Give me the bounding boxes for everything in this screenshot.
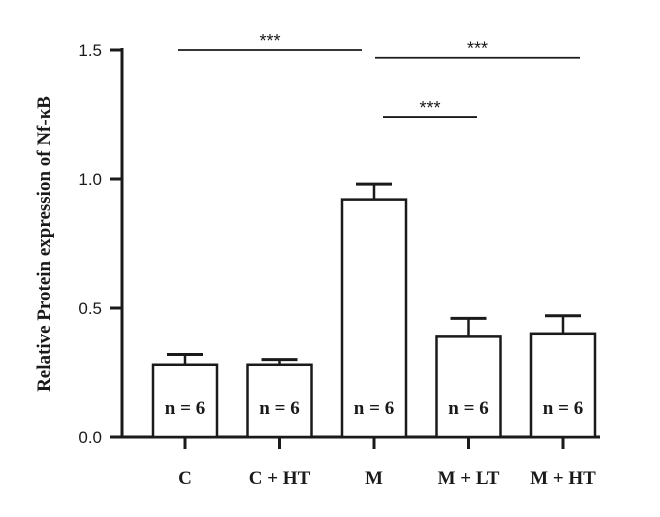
x-tick-label: C + HT [249,468,311,489]
x-tick-label: M + LT [438,468,500,489]
bars: n = 6 n = 6 n = 6 n = 6 n = 6 [151,182,597,439]
y-tick-label: 0.5 [78,299,102,318]
bar [435,335,502,439]
significance-stars: *** [419,98,440,118]
bar [340,198,408,439]
y-axis-title: Relative Protein expression of Nf-κB [34,96,55,392]
x-tick-label: M + HT [530,468,596,489]
x-tick-label: C [178,468,192,489]
bar-label: n = 6 [448,398,488,419]
bar-label: n = 6 [165,398,205,419]
bar [151,363,219,439]
y-tick-label: 1.5 [78,41,102,60]
bar [246,363,313,439]
significance-stars: *** [467,39,488,59]
bar-label: n = 6 [354,398,394,419]
bar-label: n = 6 [259,398,299,419]
x-tick-label: M [365,468,383,489]
y-tick-label: 1.0 [78,170,102,189]
bar-label: n = 6 [543,398,583,419]
significance-stars: *** [259,31,280,51]
y-tick-label: 0.0 [78,428,102,447]
bar [529,332,597,439]
significance-annotations: *** *** *** [178,31,580,118]
